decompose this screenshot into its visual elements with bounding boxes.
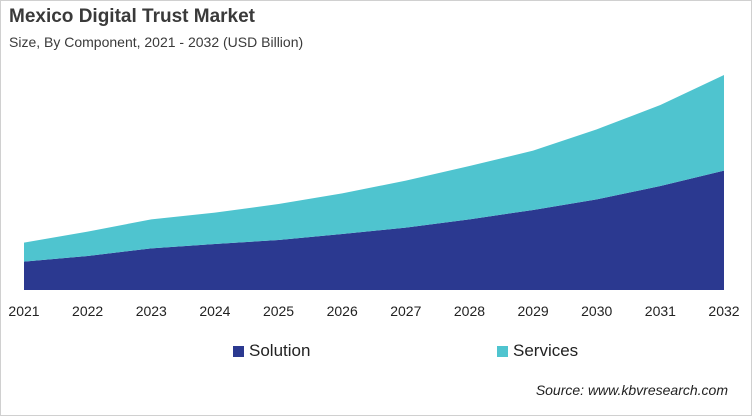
chart-title: Mexico Digital Trust Market xyxy=(9,6,256,27)
legend-item-solution: Solution xyxy=(233,341,310,361)
x-tick-label: 2028 xyxy=(454,303,485,319)
x-tick-label: 2021 xyxy=(8,303,39,319)
legend-label-services: Services xyxy=(513,341,579,360)
x-tick-label: 2029 xyxy=(518,303,549,319)
x-tick-label: 2030 xyxy=(581,303,612,319)
x-tick-label: 2027 xyxy=(390,303,421,319)
area-solution xyxy=(24,170,724,290)
x-tick-label: 2032 xyxy=(708,303,739,319)
x-tick-label: 2023 xyxy=(136,303,167,319)
legend-label-solution: Solution xyxy=(249,341,311,360)
x-tick-label: 2022 xyxy=(72,303,103,319)
legend-swatch-services xyxy=(497,345,508,357)
x-tick-label: 2024 xyxy=(199,303,230,319)
x-tick-label: 2031 xyxy=(645,303,676,319)
legend-item-services: Services xyxy=(497,341,578,361)
x-tick-label: 2025 xyxy=(263,303,294,319)
x-tick-label: 2026 xyxy=(327,303,358,319)
area-services xyxy=(24,75,724,262)
source-note: Source: www.kbvresearch.com xyxy=(535,382,728,398)
legend-swatch-solution xyxy=(233,345,244,357)
chart-subtitle: Size, By Component, 2021 - 2032 (USD Bil… xyxy=(9,34,304,50)
